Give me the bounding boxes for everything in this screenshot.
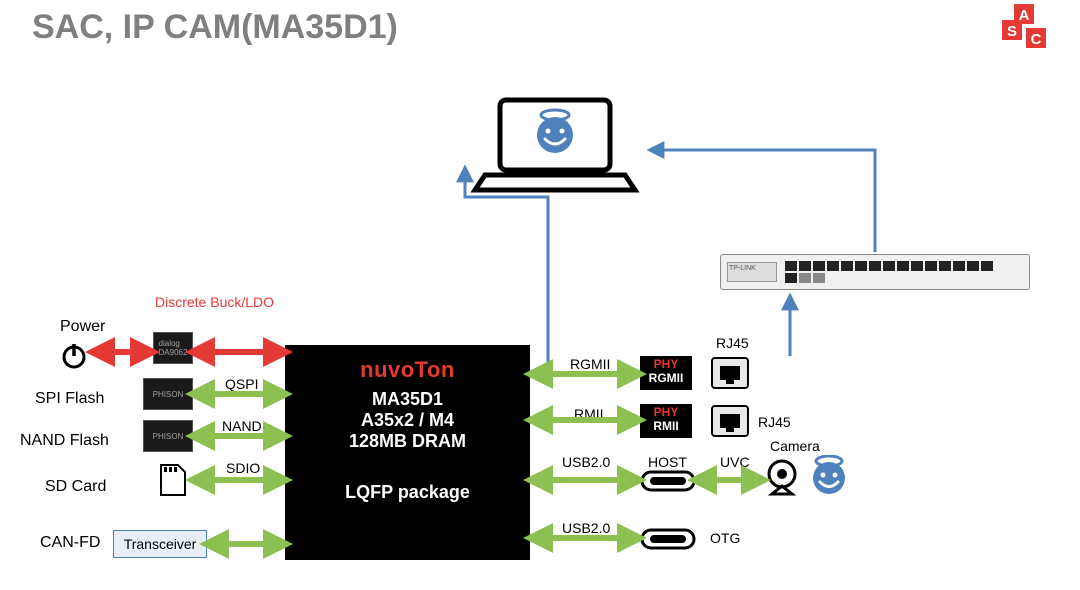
sd-card-icon bbox=[158, 462, 188, 503]
label-power: Power bbox=[60, 318, 105, 336]
sac-logo: A S C bbox=[1002, 4, 1062, 54]
label-camera: Camera bbox=[770, 438, 820, 454]
label-rj45-b: RJ45 bbox=[758, 414, 791, 430]
label-sdio: SDIO bbox=[226, 460, 260, 476]
label-discrete: Discrete Buck/LDO bbox=[155, 295, 274, 310]
label-host: HOST bbox=[648, 454, 687, 470]
usb-otg-icon bbox=[640, 528, 696, 555]
label-qspi: QSPI bbox=[225, 376, 258, 392]
smiley-icon bbox=[808, 455, 850, 502]
label-nand: NAND bbox=[222, 418, 262, 434]
label-usb20-a: USB2.0 bbox=[562, 454, 610, 470]
cpu-model: MA35D1 bbox=[285, 389, 530, 410]
label-spi-flash: SPI Flash bbox=[35, 390, 104, 408]
rj45-icon-a bbox=[710, 356, 750, 395]
network-switch: TP-LINK bbox=[720, 254, 1030, 290]
cpu-brand: nuvoTon bbox=[285, 357, 530, 383]
label-can-fd: CAN-FD bbox=[40, 534, 100, 552]
cpu-dram: 128MB DRAM bbox=[285, 431, 530, 452]
label-rmii: RMII bbox=[574, 406, 604, 422]
label-rj45-a: RJ45 bbox=[716, 335, 749, 351]
power-icon bbox=[60, 342, 88, 375]
phy-rgmii-box: PHY RGMII bbox=[640, 356, 692, 390]
label-uvc: UVC bbox=[720, 454, 750, 470]
svg-text:C: C bbox=[1031, 31, 1042, 48]
phy-rmii-box: PHY RMII bbox=[640, 404, 692, 438]
discrete-chip-icon: dialogDA9062 bbox=[153, 332, 193, 364]
laptop-icon bbox=[470, 95, 640, 195]
cpu-block: nuvoTon MA35D1 A35x2 / M4 128MB DRAM LQF… bbox=[285, 345, 530, 560]
label-otg: OTG bbox=[710, 530, 740, 546]
label-sd-card: SD Card bbox=[45, 478, 106, 496]
cpu-cores: A35x2 / M4 bbox=[285, 410, 530, 431]
svg-text:S: S bbox=[1007, 23, 1017, 40]
rj45-icon-b bbox=[710, 404, 750, 443]
nand-flash-chip-icon: PHISON bbox=[143, 420, 193, 452]
usb-host-icon bbox=[640, 470, 696, 497]
label-rgmii: RGMII bbox=[570, 356, 610, 372]
label-usb20-b: USB2.0 bbox=[562, 520, 610, 536]
spi-flash-chip-icon: PHISON bbox=[143, 378, 193, 410]
webcam-icon bbox=[762, 458, 802, 503]
label-nand-flash: NAND Flash bbox=[20, 432, 109, 450]
cpu-package: LQFP package bbox=[285, 482, 530, 503]
page-title: SAC, IP CAM(MA35D1) bbox=[32, 8, 398, 47]
transceiver-box: Transceiver bbox=[113, 530, 207, 558]
